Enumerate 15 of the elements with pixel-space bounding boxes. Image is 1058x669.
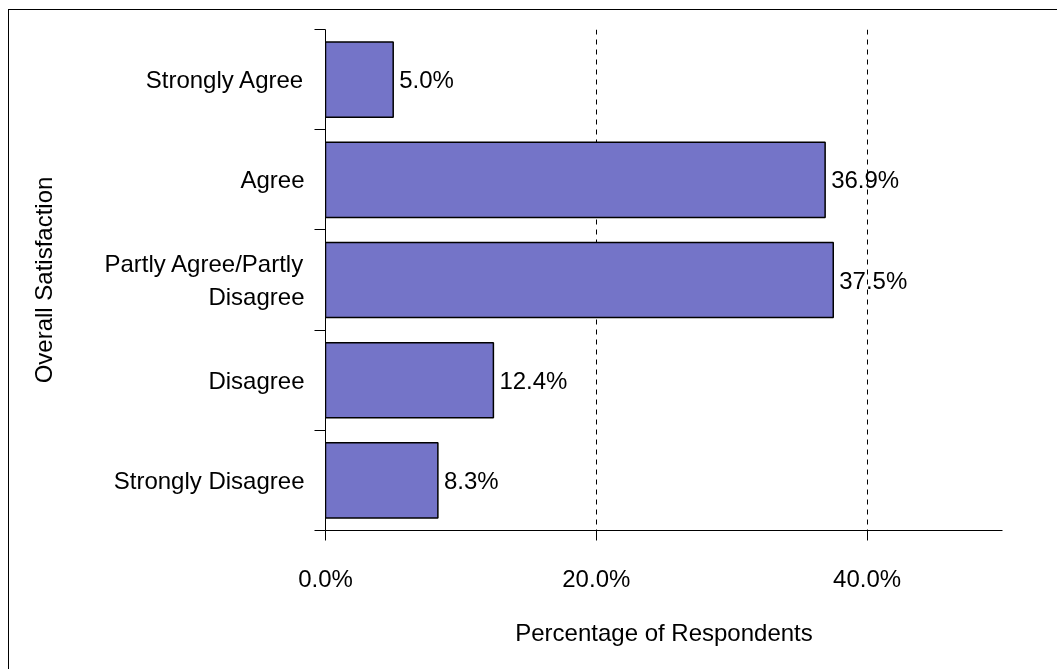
data-label: 5.0% [399,66,454,94]
x-tick-label: 20.0% [562,564,631,592]
y-axis-title: Overall Satisfaction [30,176,58,384]
y-tick-label: Partly Agree/Partly Disagree [104,250,305,310]
x-tick-label: 0.0% [298,564,353,592]
data-label: 8.3% [443,466,499,494]
y-tick-label: Agree [240,166,305,194]
y-tick-label: Disagree [208,366,305,394]
y-tick-label: Strongly Disagree [113,466,305,494]
y-tick-label: Strongly Agree [145,66,304,94]
x-axis-title: Percentage of Respondents [515,618,813,646]
data-label: 37.5% [839,266,908,294]
x-tick-label: 40.0% [833,564,902,592]
data-label: 12.4% [499,366,568,394]
data-label: 36.9% [831,166,900,194]
